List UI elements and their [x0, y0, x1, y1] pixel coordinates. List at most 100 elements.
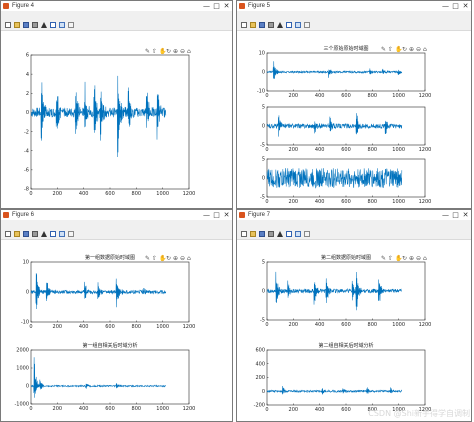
axes-title: 三个原始原始时域图	[323, 45, 368, 52]
maximize-button[interactable]: □	[213, 2, 220, 10]
minimize-button[interactable]: —	[442, 211, 449, 219]
pan-icon[interactable]: ✋	[395, 45, 402, 53]
print-icon[interactable]	[32, 231, 38, 237]
plot-tools-icon[interactable]	[68, 231, 74, 237]
axes-0[interactable]: ✎ ⇧ ✋ ↻ ⊕ ⊖ ⌂ 三个原始原始时域图 0 200 400 600 800 1000 1200 -10…	[257, 45, 432, 99]
y-tick-label: -1000	[14, 402, 29, 408]
rotate-icon[interactable]: ↻	[402, 46, 407, 53]
data-cursor-icon[interactable]	[295, 22, 301, 28]
zoom-in-icon[interactable]: ⊕	[409, 46, 414, 53]
zoom-in-icon[interactable]: ⊕	[173, 255, 178, 262]
y-tick-label: 0	[262, 389, 265, 395]
axes-0[interactable]: ✎ ⇧ ✋ ↻ ⊕ ⊖ ⌂ 0 200 400 600 800 1000 1200 -8 -6 -4 -2 0 2 4 6	[24, 47, 195, 197]
window-title: Figure 4	[12, 3, 35, 9]
pan-icon[interactable]: ✋	[159, 47, 166, 55]
home-icon[interactable]: ⌂	[187, 48, 191, 55]
rotate-icon[interactable]: ↻	[166, 255, 171, 262]
maximize-button[interactable]: □	[452, 211, 459, 219]
pointer-arrow-icon[interactable]	[277, 231, 283, 237]
export-icon[interactable]: ⇧	[388, 255, 393, 262]
edit-plot-icon[interactable]	[286, 231, 292, 237]
rotate-icon[interactable]: ↻	[166, 48, 171, 55]
minimize-button[interactable]: —	[442, 2, 449, 10]
data-cursor-icon[interactable]	[295, 231, 301, 237]
edit-plot-icon[interactable]	[286, 22, 292, 28]
figure-window-7[interactable]: Figure 7 —□✕文件(F)编辑(E)查看(V)插入(I)工具(T)桌面(D…	[236, 209, 472, 422]
open-file-icon[interactable]	[250, 22, 256, 28]
new-figure-icon[interactable]	[241, 231, 247, 237]
export-icon[interactable]: ⇧	[388, 46, 393, 53]
axes-1[interactable]: 0 200 400 600 800 1000 1200-505	[260, 105, 431, 153]
close-button[interactable]: ✕	[223, 211, 230, 219]
zoom-out-icon[interactable]: ⊖	[180, 255, 185, 262]
pointer-arrow-icon[interactable]	[41, 22, 47, 28]
zoom-in-icon[interactable]: ⊕	[409, 255, 414, 262]
edit-plot-icon[interactable]	[50, 231, 56, 237]
minimize-button[interactable]: —	[203, 211, 210, 219]
data-cursor-icon[interactable]	[59, 22, 65, 28]
x-tick-label: 1000	[156, 191, 169, 197]
data-cursor-icon[interactable]	[59, 231, 65, 237]
new-figure-icon[interactable]	[5, 22, 11, 28]
edit-icon[interactable]: ✎	[145, 48, 150, 55]
open-file-icon[interactable]	[14, 22, 20, 28]
export-icon[interactable]: ⇧	[152, 48, 157, 55]
edit-icon[interactable]: ✎	[145, 255, 150, 262]
pan-icon[interactable]: ✋	[159, 254, 166, 262]
axes-2[interactable]: 0 200 400 600 800 1000 1200-505	[260, 157, 431, 205]
y-tick-label: -4	[24, 148, 29, 154]
zoom-out-icon[interactable]: ⊖	[416, 46, 421, 53]
axes-0[interactable]: ✎ ⇧ ✋ ↻ ⊕ ⊖ ⌂ 第一组数据原始时域图 0 200 400 600 800 1000 1200 -1…	[21, 254, 196, 330]
save-icon[interactable]	[259, 22, 265, 28]
x-tick-label: 600	[341, 147, 351, 153]
home-icon[interactable]: ⌂	[423, 255, 427, 262]
plot-tools-icon[interactable]	[304, 22, 310, 28]
minimize-button[interactable]: —	[203, 2, 210, 10]
plot-tools-icon[interactable]	[68, 22, 74, 28]
save-icon[interactable]	[259, 231, 265, 237]
new-figure-icon[interactable]	[241, 22, 247, 28]
print-icon[interactable]	[268, 231, 274, 237]
edit-icon[interactable]: ✎	[381, 255, 386, 262]
close-button[interactable]: ✕	[462, 2, 469, 10]
export-icon[interactable]: ⇧	[152, 255, 157, 262]
save-icon[interactable]	[23, 231, 29, 237]
plot-area: ✎ ⇧ ✋ ↻ ⊕ ⊖ ⌂ 第一组数据原始时域图 0 200 400 600 800 1000 1200 -1…	[1, 240, 232, 421]
plot-area: ✎ ⇧ ✋ ↻ ⊕ ⊖ ⌂ 第二组数据原始时域图 0 200 400 600 800 1000 1200 -5…	[237, 240, 471, 421]
x-tick-label: 1000	[392, 93, 405, 99]
maximize-button[interactable]: □	[452, 2, 459, 10]
open-file-icon[interactable]	[14, 231, 20, 237]
x-tick-label: 1200	[183, 191, 196, 197]
zoom-out-icon[interactable]: ⊖	[180, 48, 185, 55]
y-tick-label: 5	[262, 157, 265, 163]
figure-window-4[interactable]: Figure 4 —□✕文件(F)编辑(E)查看(V)插入(I)工具(T)桌面(D…	[0, 0, 233, 209]
edit-plot-icon[interactable]	[50, 22, 56, 28]
maximize-button[interactable]: □	[213, 211, 220, 219]
edit-icon[interactable]: ✎	[381, 46, 386, 53]
figure-window-6[interactable]: Figure 6 —□✕文件(F)编辑(E)查看(V)插入(I)工具(T)桌面(D…	[0, 209, 233, 422]
home-icon[interactable]: ⌂	[187, 255, 191, 262]
close-button[interactable]: ✕	[462, 211, 469, 219]
rotate-icon[interactable]: ↻	[402, 255, 407, 262]
pointer-arrow-icon[interactable]	[41, 231, 47, 237]
pointer-arrow-icon[interactable]	[277, 22, 283, 28]
zoom-out-icon[interactable]: ⊖	[416, 255, 421, 262]
y-tick-label: 2	[26, 91, 29, 97]
plot-tools-icon[interactable]	[304, 231, 310, 237]
axes-0[interactable]: ✎ ⇧ ✋ ↻ ⊕ ⊖ ⌂ 第二组数据原始时域图 0 200 400 600 800 1000 1200 -5…	[260, 254, 431, 328]
x-tick-label: 200	[289, 322, 299, 328]
new-figure-icon[interactable]	[5, 231, 11, 237]
pan-icon[interactable]: ✋	[395, 254, 402, 262]
close-button[interactable]: ✕	[223, 2, 230, 10]
print-icon[interactable]	[32, 22, 38, 28]
y-tick-label: 5	[262, 105, 265, 111]
home-icon[interactable]: ⌂	[423, 46, 427, 53]
open-file-icon[interactable]	[250, 231, 256, 237]
x-tick-label: 1000	[392, 147, 405, 153]
figure-window-5[interactable]: Figure 5 —□✕文件(F)编辑(E)查看(V)插入(I)工具(T)桌面(D…	[236, 0, 472, 209]
save-icon[interactable]	[23, 22, 29, 28]
print-icon[interactable]	[268, 22, 274, 28]
zoom-in-icon[interactable]: ⊕	[173, 48, 178, 55]
